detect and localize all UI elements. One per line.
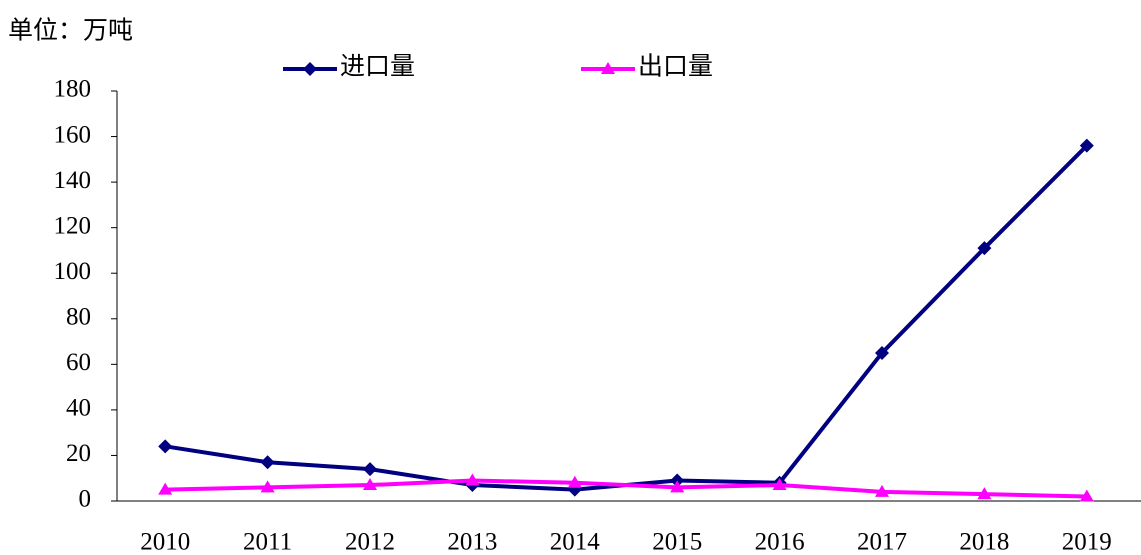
point — [875, 484, 889, 497]
legend-label: 出口量 — [638, 53, 713, 81]
x-tick-label: 2012 — [345, 529, 395, 555]
x-tick-label: 2019 — [1062, 529, 1112, 555]
y-tick-label: 180 — [54, 76, 92, 103]
point — [977, 241, 992, 256]
y-tick-label: 20 — [66, 440, 91, 467]
point — [772, 478, 787, 491]
point — [260, 455, 275, 470]
point — [465, 473, 480, 486]
y-tick-label: 60 — [66, 349, 91, 376]
point — [977, 487, 992, 500]
line — [164, 144, 1089, 492]
y-tick-label: 160 — [54, 121, 92, 148]
point — [363, 478, 377, 491]
x-tick-label: 2013 — [447, 529, 497, 555]
legend-marker — [303, 62, 317, 76]
y-tick-label: 100 — [54, 258, 92, 285]
x-tick-label: 2010 — [140, 529, 190, 555]
x-tick-label: 2017 — [857, 529, 907, 555]
y-tick-label: 0 — [79, 486, 92, 513]
point — [260, 480, 275, 493]
y-tick-label: 40 — [66, 395, 91, 422]
point — [875, 345, 889, 360]
legend-label: 进口量 — [340, 54, 415, 81]
x-tick-label: 2018 — [959, 529, 1009, 555]
line — [165, 478, 1087, 499]
x-tick-label: 2014 — [550, 529, 601, 555]
point — [158, 439, 173, 454]
x-tick-label: 2016 — [755, 529, 805, 555]
point — [1079, 138, 1094, 153]
legend-marker — [601, 62, 615, 74]
unit-label: 单位：万吨 — [8, 17, 133, 45]
y-tick-label: 80 — [66, 304, 91, 331]
x-tick-label: 2011 — [243, 529, 292, 555]
point — [567, 475, 582, 488]
x-tick-label: 2015 — [652, 529, 702, 555]
point — [363, 462, 377, 477]
point — [670, 480, 685, 493]
y-tick-label: 140 — [54, 167, 92, 194]
y-tick-label: 120 — [54, 212, 92, 239]
point — [158, 482, 173, 495]
point — [1079, 489, 1094, 502]
